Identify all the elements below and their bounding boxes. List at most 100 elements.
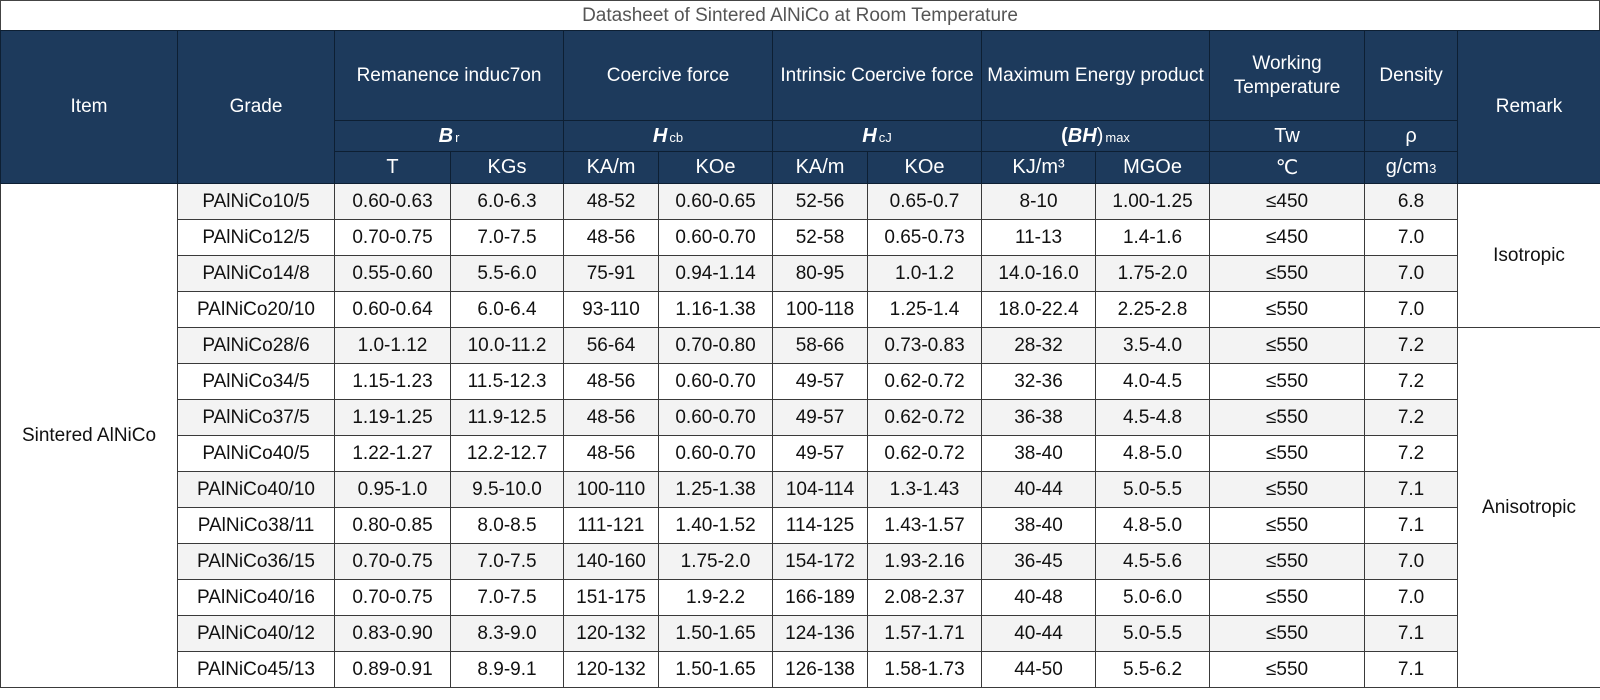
cell-bh-mgoe: 5.0-6.0 (1095, 579, 1211, 616)
header-item: Item (0, 30, 178, 184)
cell-hcj-koe: 0.73-0.83 (867, 327, 983, 364)
cell-density: 7.0 (1364, 219, 1459, 256)
table-row: PAlNiCo20/10 0.60-0.64 6.0-6.4 93-110 1.16-1… (1, 291, 1600, 328)
cell-hcb-kam: 100-110 (563, 471, 660, 508)
cell-density: 7.2 (1364, 435, 1459, 472)
cell-br-t: 0.55-0.60 (334, 255, 451, 292)
unit-hcj-koe: KOe (867, 151, 983, 184)
cell-hcj-koe: 0.65-0.7 (867, 183, 983, 220)
cell-grade: PAlNiCo40/12 (177, 615, 335, 652)
cell-bh-kj: 14.0-16.0 (981, 255, 1097, 292)
cell-grade: PAlNiCo34/5 (177, 363, 335, 400)
unit-density: g/cm3 (1364, 151, 1459, 184)
cell-density: 7.1 (1364, 615, 1459, 652)
cell-tw: ≤550 (1209, 507, 1366, 544)
cell-br-t: 0.95-1.0 (334, 471, 451, 508)
cell-hcb-koe: 0.60-0.70 (658, 435, 774, 472)
cell-bh-kj: 8-10 (981, 183, 1097, 220)
cell-hcb-kam: 48-56 (563, 363, 660, 400)
cell-grade: PAlNiCo10/5 (177, 183, 335, 220)
unit-hcb-koe: KOe (658, 151, 774, 184)
symbol-bh-sub: max (1105, 129, 1130, 145)
cell-bh-mgoe: 1.75-2.0 (1095, 255, 1211, 292)
table-row: PAlNiCo37/5 1.19-1.25 11.9-12.5 48-56 0.60-0… (1, 399, 1600, 436)
cell-bh-mgoe: 1.4-1.6 (1095, 219, 1211, 256)
symbol-hcj-sub: cJ (878, 129, 892, 145)
cell-grade: PAlNiCo37/5 (177, 399, 335, 436)
remark-anisotropic: Anisotropic (1457, 327, 1600, 688)
symbol-bh-close: ) (1096, 124, 1104, 147)
unit-hcj-kam: KA/m (772, 151, 869, 184)
cell-hcb-kam: 111-121 (563, 507, 660, 544)
cell-hcj-kam: 100-118 (772, 291, 869, 328)
cell-density: 7.2 (1364, 327, 1459, 364)
cell-hcb-koe: 1.50-1.65 (658, 615, 774, 652)
cell-hcj-kam: 80-95 (772, 255, 869, 292)
cell-bh-mgoe: 2.25-2.8 (1095, 291, 1211, 328)
cell-hcj-kam: 49-57 (772, 399, 869, 436)
cell-density: 7.0 (1364, 543, 1459, 580)
cell-grade: PAlNiCo14/8 (177, 255, 335, 292)
cell-br-t: 0.89-0.91 (334, 651, 451, 688)
cell-bh-mgoe: 4.8-5.0 (1095, 435, 1211, 472)
unit-hcb-kam: KA/m (563, 151, 660, 184)
cell-tw: ≤550 (1209, 291, 1366, 328)
table-row: PAlNiCo28/6 1.0-1.12 10.0-11.2 56-64 0.70-0.… (1, 327, 1600, 688)
cell-tw: ≤550 (1209, 399, 1366, 436)
header-density: Density (1364, 30, 1459, 121)
cell-tw: ≤550 (1209, 471, 1366, 508)
cell-hcj-kam: 52-58 (772, 219, 869, 256)
cell-density: 7.0 (1364, 579, 1459, 616)
cell-hcj-koe: 1.25-1.4 (867, 291, 983, 328)
cell-br-kgs: 8.9-9.1 (449, 651, 565, 688)
unit-bh-kj: KJ/m³ (981, 151, 1097, 184)
table-row: PAlNiCo36/15 0.70-0.75 7.0-7.5 140-160 1.75-… (1, 543, 1600, 580)
cell-hcj-kam: 126-138 (772, 651, 869, 688)
cell-br-kgs: 11.9-12.5 (449, 399, 565, 436)
symbol-br-sub: r (455, 129, 460, 145)
cell-tw: ≤550 (1209, 255, 1366, 292)
cell-tw: ≤450 (1209, 183, 1366, 220)
cell-hcb-koe: 1.25-1.38 (658, 471, 774, 508)
cell-bh-kj: 40-48 (981, 579, 1097, 616)
cell-hcb-kam: 151-175 (563, 579, 660, 616)
cell-grade: PAlNiCo28/6 (177, 327, 335, 364)
cell-hcj-kam: 49-57 (772, 363, 869, 400)
cell-hcj-koe: 0.62-0.72 (867, 435, 983, 472)
cell-bh-kj: 36-45 (981, 543, 1097, 580)
cell-density: 7.1 (1364, 507, 1459, 544)
cell-hcj-koe: 1.43-1.57 (867, 507, 983, 544)
cell-br-t: 0.70-0.75 (334, 543, 451, 580)
cell-tw: ≤550 (1209, 543, 1366, 580)
unit-kgs: KGs (449, 151, 565, 184)
table-header: Item Grade Remanence induc7on Coercive f… (0, 30, 1600, 184)
cell-bh-mgoe: 5.0-5.5 (1095, 471, 1211, 508)
cell-br-kgs: 8.0-8.5 (449, 507, 565, 544)
cell-density: 7.0 (1364, 255, 1459, 292)
cell-hcb-kam: 75-91 (563, 255, 660, 292)
cell-density: 7.1 (1364, 471, 1459, 508)
cell-hcj-kam: 166-189 (772, 579, 869, 616)
cell-hcb-koe: 0.60-0.70 (658, 363, 774, 400)
cell-br-kgs: 8.3-9.0 (449, 615, 565, 652)
cell-hcj-kam: 52-56 (772, 183, 869, 220)
cell-hcb-koe: 1.40-1.52 (658, 507, 774, 544)
header-remanence: Remanence induc7on (333, 30, 565, 121)
table-row: PAlNiCo38/11 0.80-0.85 8.0-8.5 111-121 1.40-… (1, 507, 1600, 544)
cell-br-t: 0.83-0.90 (334, 615, 451, 652)
cell-hcj-kam: 124-136 (772, 615, 869, 652)
cell-hcb-kam: 140-160 (563, 543, 660, 580)
header-working-temperature: Working Temperature (1209, 30, 1366, 121)
cell-hcj-koe: 0.62-0.72 (867, 363, 983, 400)
cell-bh-mgoe: 3.5-4.0 (1095, 327, 1211, 364)
unit-bh-mgoe: MGOe (1095, 151, 1211, 184)
cell-density: 7.1 (1364, 651, 1459, 688)
cell-br-t: 0.70-0.75 (334, 579, 451, 616)
cell-br-kgs: 10.0-11.2 (449, 327, 565, 364)
symbol-hcj-main: H (862, 124, 877, 147)
unit-density-main: g/cm (1385, 156, 1430, 178)
cell-hcb-kam: 120-132 (563, 615, 660, 652)
remark-isotropic: Isotropic (1457, 183, 1600, 328)
